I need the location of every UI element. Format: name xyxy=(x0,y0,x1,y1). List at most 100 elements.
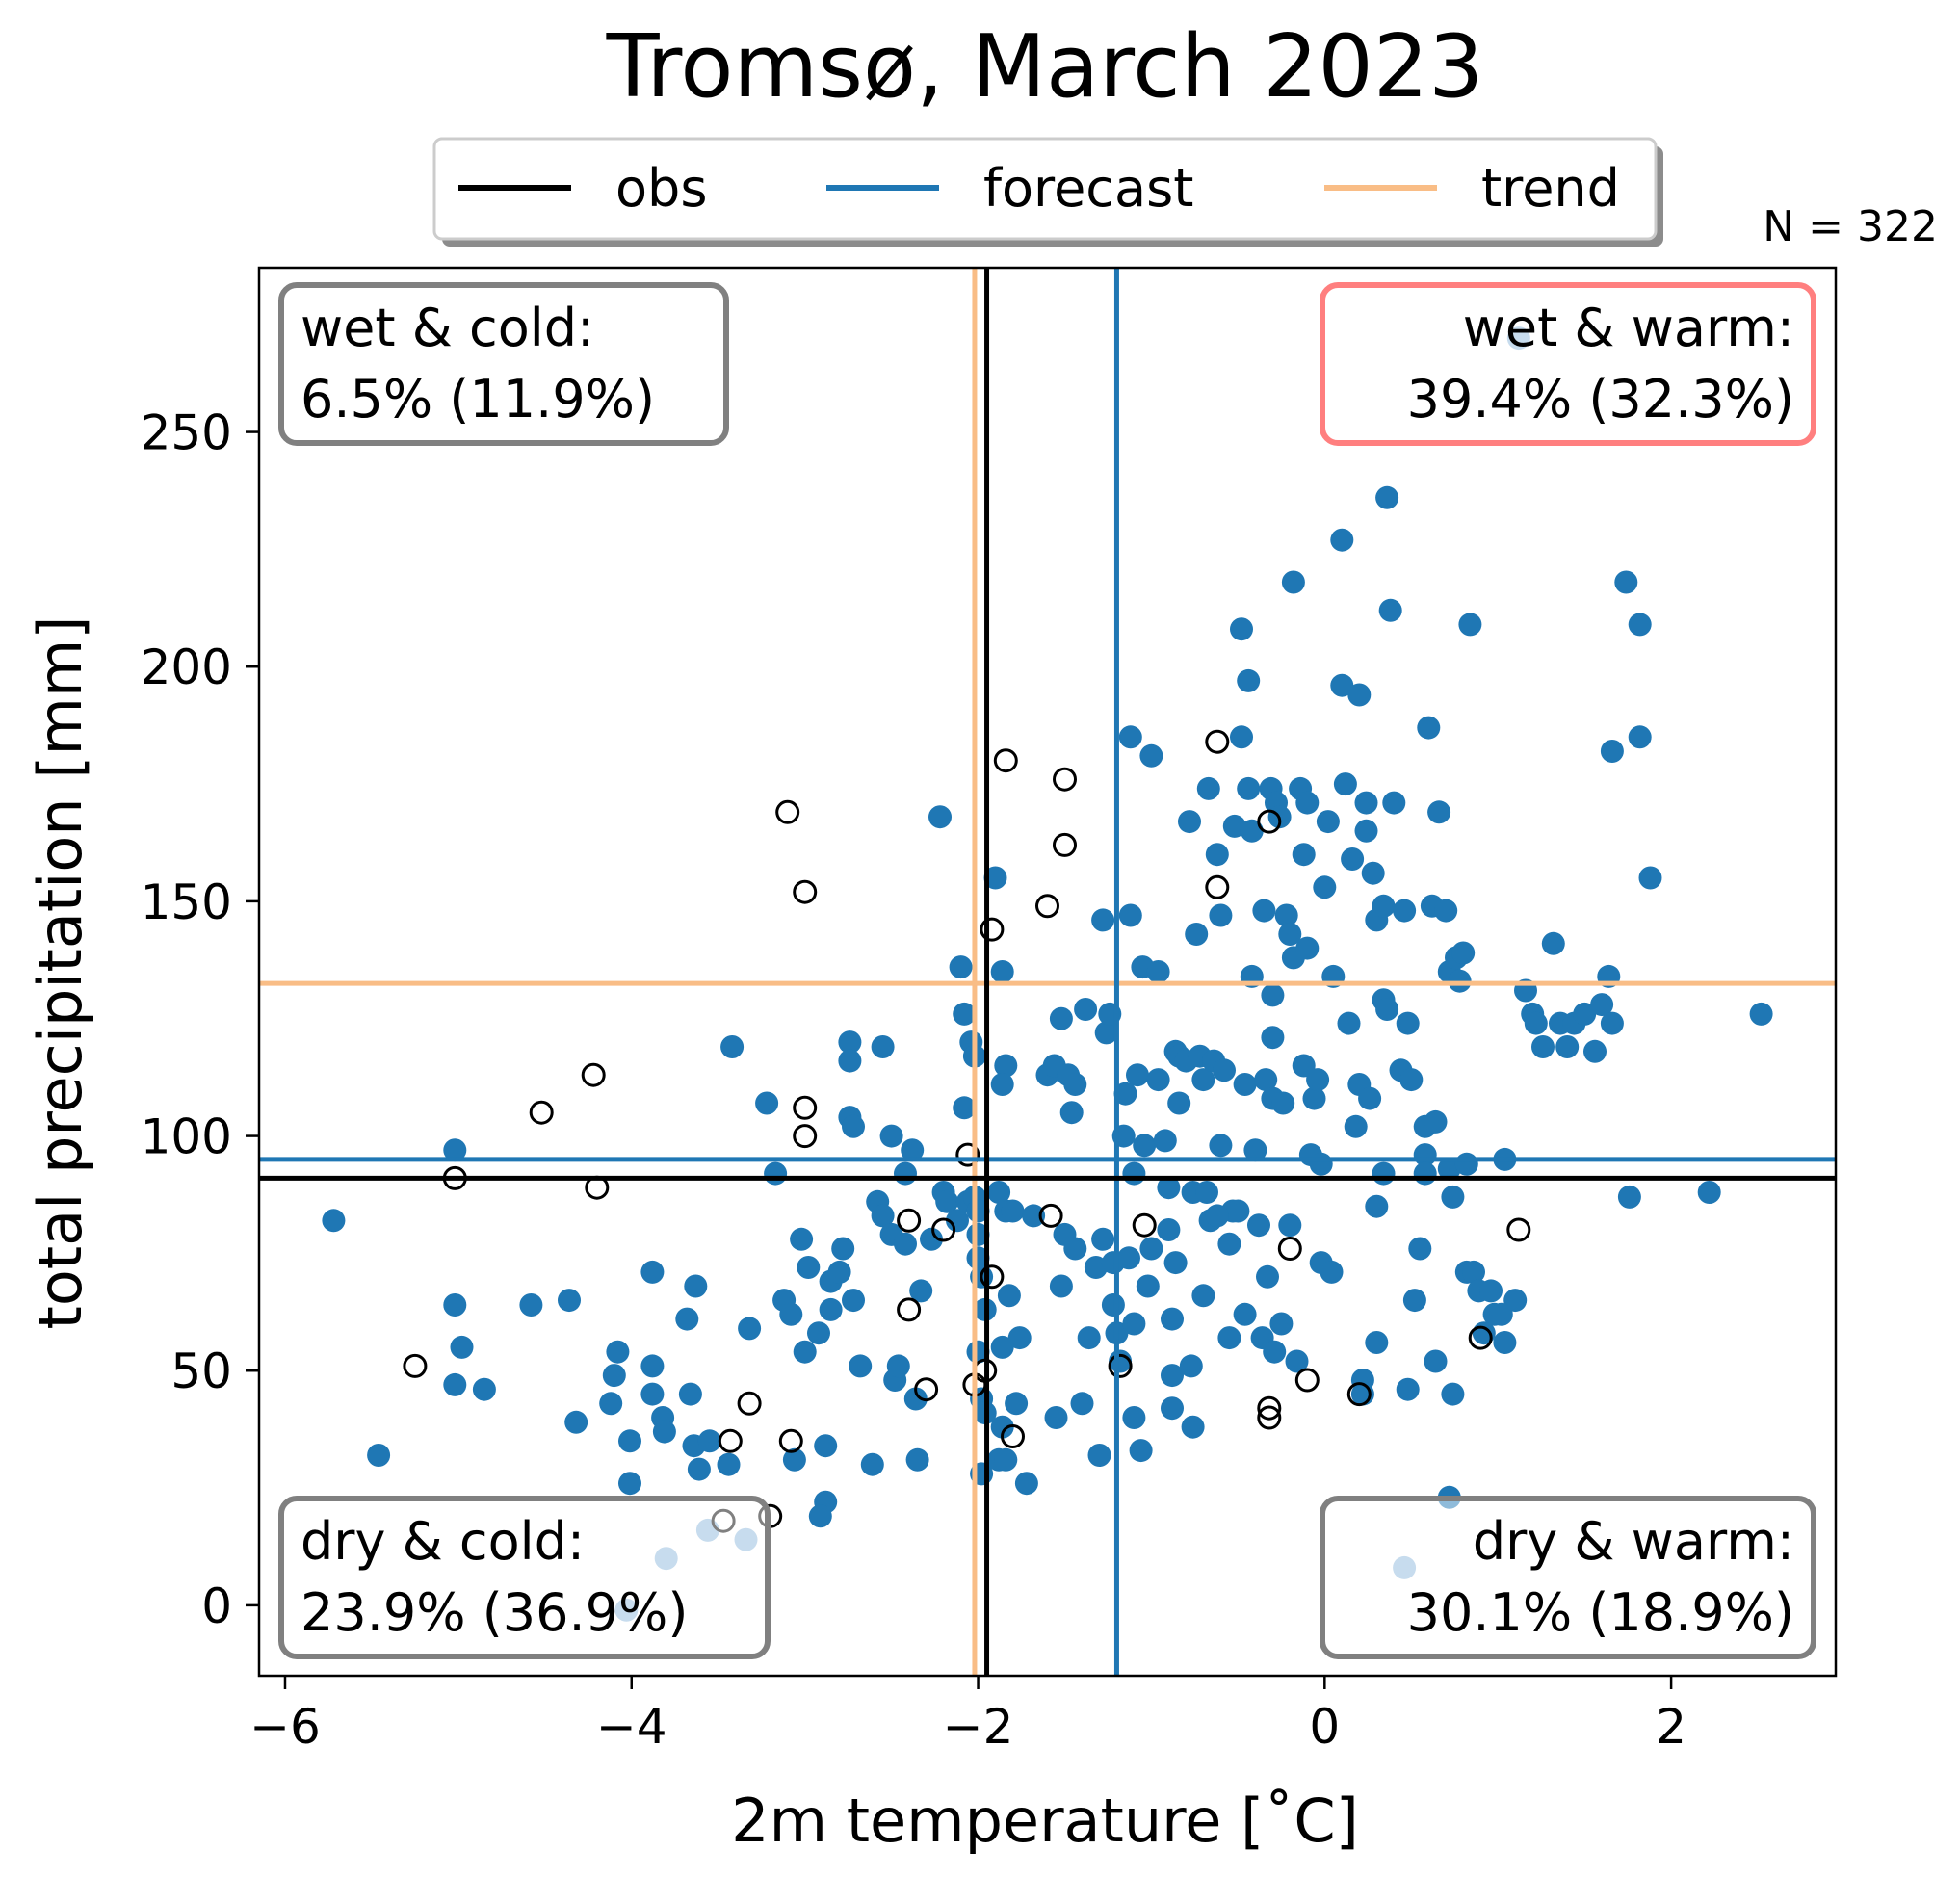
forecast-point xyxy=(1001,1199,1025,1223)
forecast-point xyxy=(1396,1011,1420,1035)
forecast-point xyxy=(1101,1293,1125,1317)
forecast-point xyxy=(994,1054,1018,1078)
forecast-point xyxy=(1261,983,1285,1007)
obs-point xyxy=(1205,729,1230,754)
forecast-point xyxy=(1063,1073,1087,1096)
quadrant-box-frame xyxy=(1320,282,1816,446)
quadrant-box-top-right: wet & warm: 39.4% (32.3%) xyxy=(1320,282,1816,446)
forecast-point xyxy=(894,1161,917,1186)
obs-point xyxy=(529,1100,554,1125)
forecast-point xyxy=(1209,903,1233,927)
forecast-point xyxy=(1309,1152,1333,1176)
obs-point xyxy=(718,1428,743,1453)
forecast-point xyxy=(1344,1114,1368,1138)
forecast-point xyxy=(1354,819,1378,843)
quadrant-box-top-left: wet & cold: 6.5% (11.9%) xyxy=(278,282,729,446)
forecast-point xyxy=(367,1444,391,1467)
forecast-point xyxy=(901,1138,925,1162)
chart-title: Tromsø, March 2023 xyxy=(606,16,1484,117)
forecast-point xyxy=(1247,1213,1270,1238)
forecast-point xyxy=(1139,1237,1163,1261)
forecast-point xyxy=(687,1457,711,1481)
forecast-point xyxy=(814,1434,838,1458)
forecast-point xyxy=(1222,814,1246,838)
forecast-point xyxy=(1261,1026,1285,1050)
forecast-point xyxy=(994,1447,1018,1472)
forecast-point xyxy=(1196,776,1220,800)
forecast-point xyxy=(1070,1392,1094,1416)
forecast-point xyxy=(790,1227,814,1251)
forecast-point xyxy=(1129,1439,1153,1463)
forecast-point xyxy=(949,955,973,979)
forecast-point xyxy=(1271,1091,1295,1115)
forecast-point xyxy=(1122,1406,1146,1429)
forecast-point xyxy=(1427,800,1451,824)
sample-count: N = 322 xyxy=(1763,202,1938,251)
forecast-point xyxy=(1413,1161,1437,1186)
forecast-point xyxy=(1269,1312,1294,1336)
forecast-point xyxy=(935,1189,959,1213)
obs-point xyxy=(775,799,800,824)
forecast-point xyxy=(1007,1326,1032,1350)
forecast-point xyxy=(1541,931,1565,955)
forecast-point xyxy=(1462,1260,1485,1284)
forecast-point xyxy=(564,1410,588,1434)
forecast-point xyxy=(1122,1161,1146,1186)
legend-label-trend: trend xyxy=(1481,158,1620,219)
quadrant-percentages: 30.1% (18.9%) xyxy=(1407,1582,1794,1643)
y-tick-label: 150 xyxy=(141,874,232,930)
forecast-point xyxy=(1573,1002,1597,1026)
forecast-point xyxy=(1117,1246,1140,1270)
forecast-point xyxy=(1320,1260,1344,1284)
forecast-point xyxy=(1213,1058,1236,1082)
forecast-point xyxy=(602,1364,626,1388)
forecast-point xyxy=(519,1293,543,1317)
forecast-point xyxy=(1126,1063,1149,1087)
forecast-point xyxy=(920,1227,943,1251)
forecast-point xyxy=(871,1204,895,1228)
forecast-point xyxy=(322,1209,346,1233)
legend-label-forecast: forecast xyxy=(983,158,1193,219)
forecast-point xyxy=(1313,875,1337,899)
forecast-point xyxy=(946,1209,969,1233)
x-axis-label: 2m temperature [˚C] xyxy=(731,1786,1359,1856)
x-tick-label: 0 xyxy=(1309,1699,1340,1755)
forecast-point xyxy=(717,1452,741,1476)
obs-point xyxy=(1257,1405,1282,1430)
forecast-point xyxy=(1274,903,1298,927)
forecast-point xyxy=(1113,1082,1137,1106)
forecast-point xyxy=(697,1429,721,1453)
forecast-point xyxy=(1417,716,1441,740)
forecast-point xyxy=(860,1452,884,1476)
forecast-point xyxy=(1354,791,1378,815)
forecast-point xyxy=(1091,908,1115,932)
quadrant-percentages: 39.4% (32.3%) xyxy=(1407,369,1794,430)
forecast-point xyxy=(1341,847,1365,871)
forecast-point xyxy=(807,1321,830,1345)
forecast-point xyxy=(443,1293,467,1317)
forecast-point xyxy=(879,1124,903,1148)
forecast-point xyxy=(1226,1199,1250,1223)
quadrant-title: dry & warm: xyxy=(1473,1511,1794,1572)
forecast-point xyxy=(905,1447,929,1472)
forecast-point xyxy=(1074,998,1098,1021)
forecast-point xyxy=(1087,1444,1111,1467)
forecast-point xyxy=(1330,528,1354,552)
forecast-point xyxy=(842,1114,865,1138)
forecast-point xyxy=(1091,1227,1115,1251)
forecast-point xyxy=(1451,941,1476,965)
forecast-point xyxy=(1458,613,1482,637)
forecast-point xyxy=(1402,1289,1426,1313)
forecast-point xyxy=(1337,1011,1361,1035)
forecast-point xyxy=(903,1387,928,1411)
forecast-point xyxy=(1292,1054,1316,1078)
forecast-point xyxy=(1441,1382,1465,1406)
forecast-point xyxy=(1697,1181,1721,1204)
forecast-point xyxy=(983,866,1007,890)
legend-frame xyxy=(432,137,1658,241)
forecast-point xyxy=(1408,1237,1432,1261)
forecast-point xyxy=(1295,936,1320,960)
quadrant-box-bottom-right: dry & warm: 30.1% (18.9%) xyxy=(1320,1496,1816,1659)
forecast-point xyxy=(599,1392,623,1416)
